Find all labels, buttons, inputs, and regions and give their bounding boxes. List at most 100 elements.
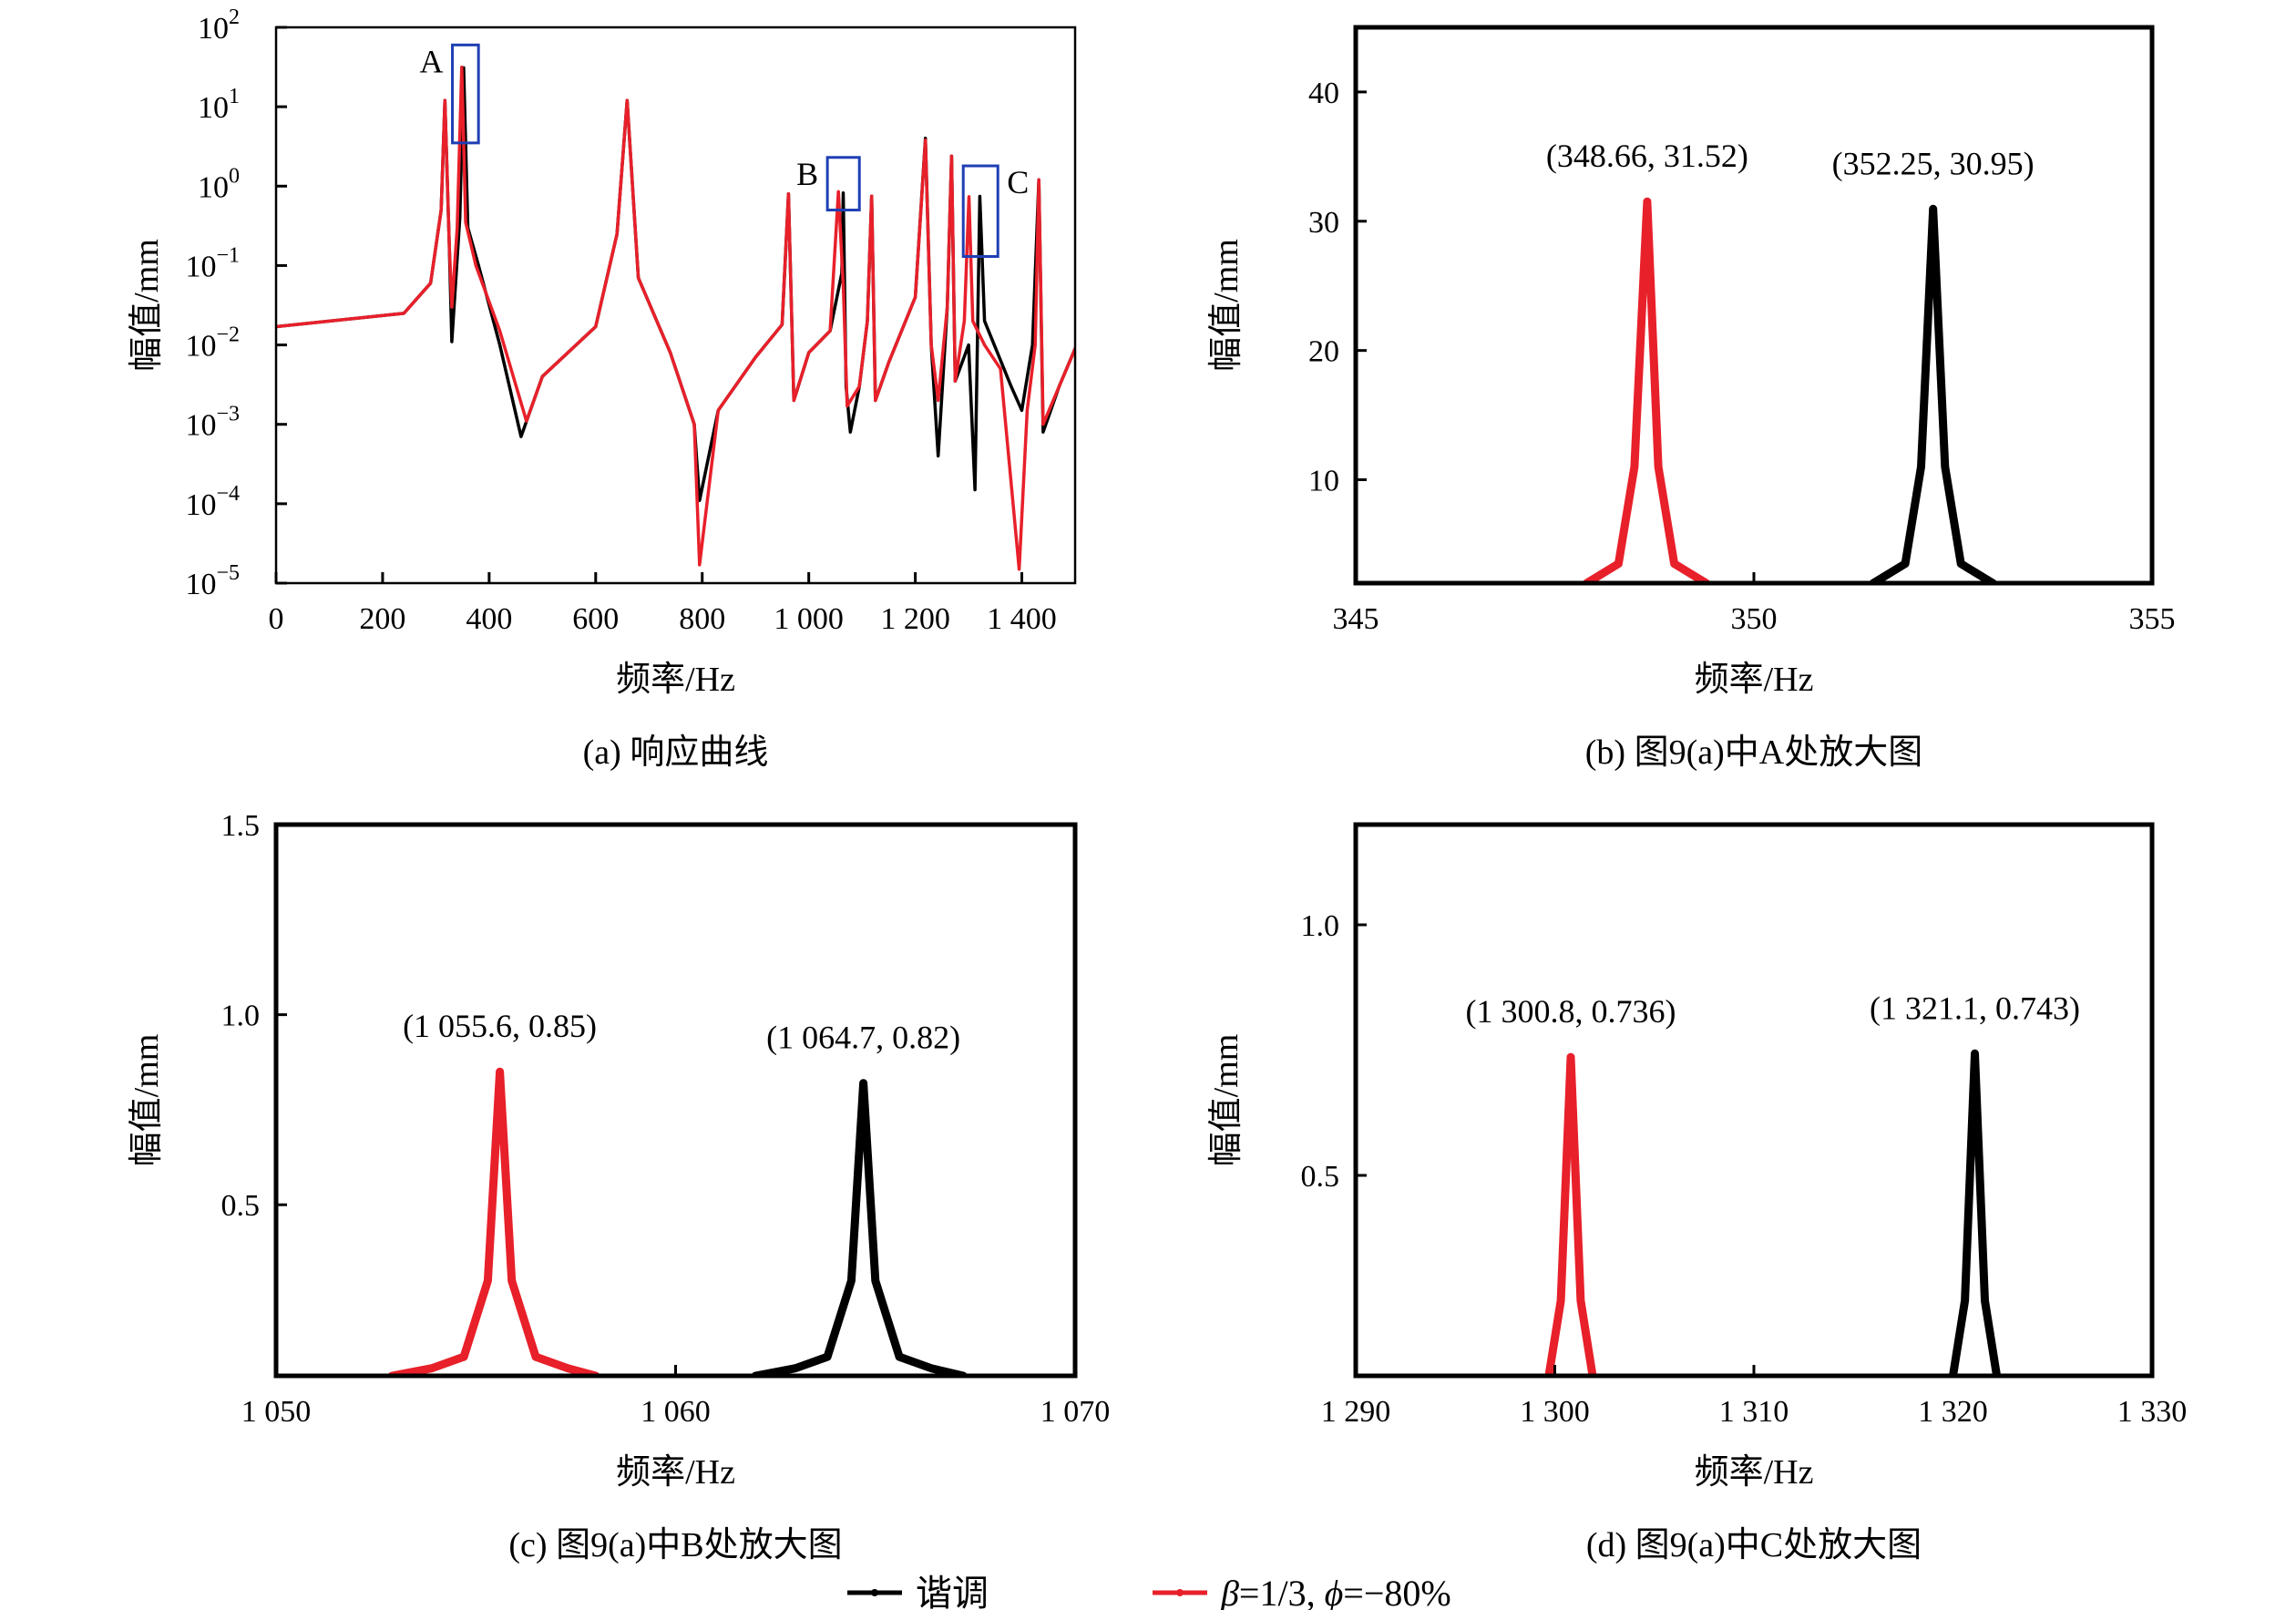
y-axis-label-b: 幅值/mm (1207, 239, 1245, 372)
legend-label-tuned: 谐调 (916, 1573, 989, 1610)
panel-c-plot-area (387, 1067, 968, 1376)
legend-label-mistuned: β=1/3, ϕ=−80% (1220, 1573, 1451, 1610)
y-tick-label-a-3: 10−1 (185, 243, 240, 283)
legend-phi-value: =−80% (1343, 1573, 1450, 1610)
zoom-box-label-A: A (420, 43, 444, 79)
y-tick-label-b-0: 10 (1308, 465, 1339, 498)
series-line-b-1 (1583, 197, 1711, 583)
y-tick-label-a-6: 10−4 (185, 482, 240, 522)
panel-d: 1 290 1 300 1 310 1 320 1 330 0.5 1.0 频率/Hz 幅值/m… (1207, 822, 2188, 1564)
y-tick-label-b-2: 30 (1308, 206, 1339, 240)
x-tick-label-a-3: 600 (572, 602, 619, 636)
legend: 谐调 β=1/3, ϕ=−80% (847, 1573, 1451, 1610)
peak-annotation-b-0: (348.66, 31.52) (1546, 138, 1748, 174)
y-tick-label-a-2: 100 (198, 164, 240, 204)
panel-b-frame (1353, 25, 2155, 586)
series-line-c-0 (751, 1079, 968, 1376)
y-tick-label-c-1: 1.0 (221, 1000, 261, 1033)
y-tick-base-a-3: 10 (185, 250, 216, 283)
y-tick-label-b-1: 20 (1308, 335, 1339, 369)
y-tick-label-d-1: 1.0 (1301, 909, 1340, 943)
x-axis-label-b: 频率/Hz (1695, 661, 1814, 699)
x-tick-label-c-0: 1 050 (241, 1395, 312, 1429)
y-tick-base-a-2: 10 (198, 170, 229, 204)
y-tick-label-b-3: 40 (1308, 77, 1339, 110)
legend-phi-symbol: ϕ (1325, 1573, 1344, 1610)
x-axis-label-c: 频率/Hz (616, 1453, 735, 1492)
x-axis-label-a: 频率/Hz (616, 661, 735, 699)
series-line-d-1 (1544, 1052, 1597, 1376)
peak-annotation-b-1: (352.25, 30.95) (1832, 145, 2035, 181)
y-axis-label-d: 幅值/mm (1207, 1034, 1245, 1167)
y-axis-label-a: 幅值/mm (128, 239, 166, 372)
x-tick-label-b-2: 355 (2129, 602, 2176, 636)
series-line-b-0 (1869, 204, 1997, 583)
legend-beta-value: =1/3, (1239, 1573, 1325, 1610)
x-tick-label-a-2: 400 (466, 602, 512, 636)
x-tick-label-d-2: 1 310 (1719, 1395, 1789, 1429)
peak-annotation-d-1: (1 321.1, 0.743) (1870, 990, 2080, 1026)
y-tick-base-a-7: 10 (185, 568, 216, 601)
y-tick-exp-a-6: −4 (216, 482, 240, 506)
legend-marker-mistuned (1176, 1589, 1184, 1596)
y-tick-exp-a-7: −5 (216, 561, 240, 585)
y-tick-label-c-2: 1.5 (221, 809, 261, 843)
zoom-box-label-C: C (1007, 164, 1029, 200)
y-tick-base-a-6: 10 (185, 488, 216, 522)
x-tick-label-a-1: 200 (359, 602, 405, 636)
y-tick-label-d-0: 0.5 (1301, 1160, 1340, 1194)
series-line-d-0 (1949, 1049, 2002, 1376)
peak-annotation-c-1: (1 064.7, 0.82) (766, 1020, 960, 1056)
panel-c: 1 050 1 060 1 070 0.5 1.0 1.5 频率/Hz 幅值/mm (c) 图9… (128, 809, 1110, 1564)
x-tick-label-a-5: 1 000 (774, 602, 844, 636)
y-tick-base-a-0: 10 (198, 12, 229, 46)
y-tick-label-a-1: 101 (198, 85, 240, 125)
x-tick-label-a-6: 1 200 (880, 602, 950, 636)
peak-annotation-d-0: (1 300.8, 0.736) (1465, 993, 1676, 1030)
x-tick-label-c-1: 1 060 (641, 1395, 711, 1429)
x-tick-label-d-1: 1 300 (1520, 1395, 1590, 1429)
x-tick-label-d-4: 1 330 (2117, 1395, 2188, 1429)
y-tick-label-a-4: 10−2 (185, 323, 240, 364)
y-tick-exp-a-4: −2 (216, 323, 240, 347)
y-tick-base-a-4: 10 (185, 330, 216, 364)
caption-a: (a) 响应曲线 (583, 733, 769, 772)
panel-d-plot-area (1544, 1049, 2002, 1376)
caption-d: (d) 图9(a)中C处放大图 (1586, 1526, 1922, 1564)
series-line-c-1 (387, 1067, 600, 1376)
y-tick-base-a-1: 10 (198, 91, 229, 125)
zoom-box-B (825, 156, 861, 212)
x-tick-label-b-1: 350 (1731, 602, 1778, 636)
x-tick-label-d-0: 1 290 (1321, 1395, 1391, 1429)
y-tick-base-a-5: 10 (185, 409, 216, 443)
panel-d-frame (1353, 822, 2155, 1379)
x-tick-label-a-4: 800 (679, 602, 725, 636)
zoom-box-label-B: B (796, 156, 818, 192)
x-axis-label-d: 频率/Hz (1695, 1453, 1814, 1492)
legend-marker-tuned (871, 1589, 878, 1596)
y-tick-exp-a-0: 2 (229, 5, 240, 29)
panel-a-frame (274, 26, 1077, 585)
y-tick-label-a-0: 102 (198, 5, 240, 46)
x-tick-label-a-0: 0 (269, 602, 284, 636)
x-tick-label-b-0: 345 (1333, 602, 1379, 636)
y-tick-label-c-0: 0.5 (221, 1189, 261, 1223)
x-tick-label-a-7: 1 400 (987, 602, 1057, 636)
caption-c: (c) 图9(a)中B处放大图 (508, 1526, 842, 1564)
panel-c-frame (273, 822, 1078, 1379)
legend-beta-symbol: β (1220, 1573, 1239, 1610)
x-tick-label-c-2: 1 070 (1040, 1395, 1111, 1429)
y-tick-label-a-7: 10−5 (185, 561, 240, 601)
x-tick-label-d-3: 1 320 (1918, 1395, 1988, 1429)
y-tick-exp-a-2: 0 (229, 164, 240, 188)
panel-a-plot-area (276, 65, 1075, 571)
y-tick-exp-a-3: −1 (216, 243, 240, 267)
y-tick-label-a-5: 10−3 (185, 403, 240, 443)
series-line-a-1 (276, 65, 1075, 571)
zoom-box-C (961, 164, 999, 258)
panel-b-plot-area (1583, 197, 1997, 583)
panel-b: 345 350 355 10 20 30 40 频率/Hz 幅值/mm (b) 图9(a)中A处放… (1207, 25, 2176, 772)
caption-b: (b) 图9(a)中A处放大图 (1585, 733, 1922, 772)
y-tick-exp-a-1: 1 (229, 85, 240, 108)
